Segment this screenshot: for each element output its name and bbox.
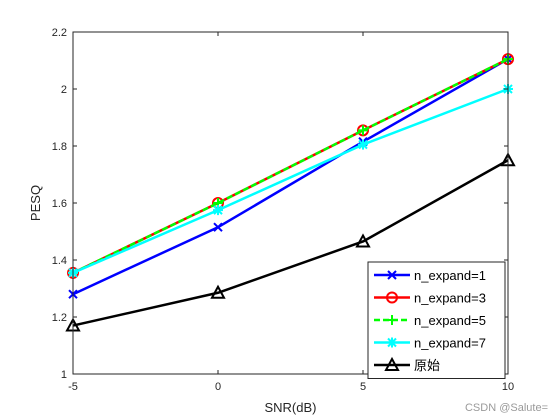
series-line-4 xyxy=(72,87,509,274)
y-tick-label: 2.2 xyxy=(52,27,67,39)
legend-label-4: n_expand=7 xyxy=(414,336,486,351)
series-point-1 xyxy=(213,222,223,232)
legend-label-3: n_expand=5 xyxy=(414,313,486,328)
x-tick-label: 5 xyxy=(360,381,366,393)
x-tick-label: 10 xyxy=(502,381,514,393)
y-tick-label: 1.4 xyxy=(52,255,67,267)
legend-marker-2 xyxy=(386,291,398,304)
legend-label-2: n_expand=3 xyxy=(414,291,486,306)
series-point-4 xyxy=(213,205,223,216)
x-axis-label: SNR(dB) xyxy=(264,400,316,415)
x-tick-label: -5 xyxy=(68,381,78,393)
series-line-1 xyxy=(72,57,509,296)
legend-marker-3 xyxy=(387,315,397,325)
watermark: CSDN @Salute= xyxy=(464,402,548,414)
x-tick-label: 0 xyxy=(215,381,221,393)
legend-label-1: n_expand=1 xyxy=(414,268,486,283)
series-point-3 xyxy=(358,125,368,136)
y-tick-label: 2 xyxy=(61,84,67,96)
series-line-5 xyxy=(72,159,509,327)
y-tick-label: 1.8 xyxy=(52,141,67,153)
series-point-4 xyxy=(358,139,368,150)
series-point-5 xyxy=(210,284,226,299)
legend-label-5: 原始 xyxy=(414,358,440,373)
series-line-2 xyxy=(72,57,509,274)
series-point-5 xyxy=(355,233,371,248)
legend-marker-4 xyxy=(387,337,397,348)
y-tick-label: 1 xyxy=(61,369,67,381)
y-axis-label: PESQ xyxy=(28,185,43,221)
legend-marker-5 xyxy=(384,356,400,371)
y-tick-label: 1.2 xyxy=(52,312,67,324)
legend-marker-1 xyxy=(387,270,397,280)
y-tick-label: 1.6 xyxy=(52,198,67,210)
